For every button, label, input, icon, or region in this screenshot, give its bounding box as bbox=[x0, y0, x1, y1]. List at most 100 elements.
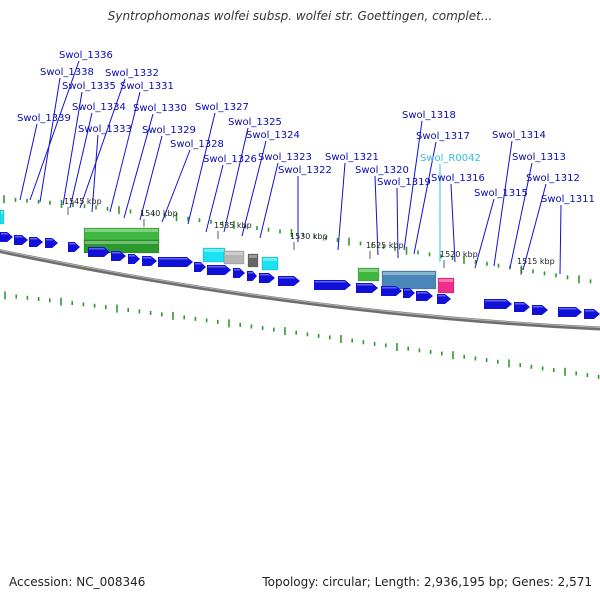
label-leader-line bbox=[396, 187, 399, 259]
gene-label: Swol_1331 bbox=[120, 81, 174, 92]
cds-arrow bbox=[381, 286, 402, 296]
cds-arrow bbox=[356, 283, 378, 293]
genome-backbone bbox=[0, 249, 600, 331]
position-label: 1540 kbp bbox=[140, 209, 178, 218]
cds-arrow bbox=[0, 232, 13, 242]
cds-arrow bbox=[532, 305, 548, 315]
cds-arrow bbox=[416, 291, 433, 301]
cds-arrow-highlight bbox=[485, 300, 507, 302]
feature-block-highlight bbox=[204, 249, 224, 252]
gene-label: Swol_1315 bbox=[474, 188, 528, 199]
cds-arrow-highlight bbox=[260, 274, 270, 276]
label-leader-line bbox=[39, 77, 61, 203]
cds-arrow bbox=[514, 302, 530, 312]
cds-arrow bbox=[68, 242, 80, 252]
cds-arrow-highlight bbox=[69, 243, 76, 245]
label-leader-line bbox=[474, 198, 495, 269]
gene-label: Swol_1311 bbox=[541, 194, 595, 205]
gene-label: Swol_1314 bbox=[492, 130, 546, 141]
gene-label: Swol_1319 bbox=[377, 177, 431, 188]
cds-arrow bbox=[437, 294, 451, 304]
position-label: 1520 kbp bbox=[440, 250, 478, 259]
gene-label: Swol_1336 bbox=[59, 50, 113, 61]
cds-arrow bbox=[158, 257, 193, 267]
cds-arrow bbox=[558, 307, 582, 317]
label-leader-line bbox=[374, 175, 379, 256]
feature-block-highlight bbox=[439, 279, 453, 282]
cds-arrow-highlight bbox=[195, 263, 202, 265]
gene-label: Swol_1334 bbox=[72, 102, 126, 113]
gene-label: Swol_1330 bbox=[133, 103, 187, 114]
gene-label: Swol_1312 bbox=[526, 173, 580, 184]
gene-label: Swol_1333 bbox=[78, 124, 132, 135]
cds-arrow-highlight bbox=[438, 295, 446, 297]
cds-arrow-highlight bbox=[159, 258, 188, 260]
label-leader-line bbox=[69, 112, 93, 209]
label-leader-line bbox=[403, 120, 423, 251]
cds-arrow-highlight bbox=[143, 257, 152, 259]
label-leader-line bbox=[413, 141, 437, 255]
cds-arrow-highlight bbox=[208, 266, 226, 268]
label-leader-line bbox=[109, 91, 141, 213]
gene-label: Swol_1323 bbox=[258, 152, 312, 163]
cds-arrow-highlight bbox=[585, 310, 595, 312]
position-label: 1515 kbp bbox=[517, 257, 555, 266]
label-leader-line bbox=[29, 60, 80, 201]
cds-arrow-highlight bbox=[46, 239, 54, 241]
label-leader-line bbox=[187, 112, 216, 225]
gene-label: Swol_1327 bbox=[195, 102, 249, 113]
cds-arrow bbox=[45, 238, 58, 248]
label-leader-line bbox=[223, 127, 249, 233]
cds-arrow bbox=[14, 235, 28, 245]
cds-arrow bbox=[484, 299, 512, 309]
cds-arrow-highlight bbox=[1, 233, 9, 235]
position-label: 1530 kbp bbox=[290, 232, 328, 241]
cds-arrow bbox=[88, 247, 110, 257]
gene-label: Swol_1328 bbox=[170, 139, 224, 150]
cds-arrow bbox=[29, 237, 43, 247]
cds-arrow bbox=[194, 262, 206, 272]
position-labels: 1545 kbp 1540 kbp 1535 kbp 1530 kbp 1525 kbp… bbox=[64, 197, 555, 275]
gene-label: Swol_R0042 bbox=[420, 153, 481, 164]
cds-arrow bbox=[259, 273, 275, 283]
cds-arrow-highlight bbox=[15, 236, 23, 238]
cds-arrow bbox=[111, 251, 126, 261]
label-leader-line bbox=[259, 162, 279, 239]
position-label: 1525 kbp bbox=[366, 241, 404, 250]
cds-arrow bbox=[584, 309, 600, 319]
gene-labels: Swol_1336 Swol_1338 Swol_1332 Swol_1335 Swol… bbox=[17, 50, 595, 205]
gene-label: Swol_1339 bbox=[17, 113, 71, 124]
cds-arrow bbox=[142, 256, 157, 266]
cds-arrow bbox=[403, 288, 415, 298]
label-leader-line bbox=[205, 164, 224, 233]
feature-block-highlight bbox=[383, 272, 435, 275]
label-leader-line bbox=[161, 149, 191, 223]
label-leader-line bbox=[450, 183, 456, 263]
label-leader-line bbox=[123, 113, 154, 219]
cds-arrow-highlight bbox=[112, 252, 121, 254]
label-leader-line bbox=[241, 140, 267, 237]
feature-block-highlight bbox=[359, 269, 378, 272]
map-title: Syntrophomonas wolfei subsp. wolfei str.… bbox=[107, 9, 493, 23]
gene-label: Swol_1321 bbox=[325, 152, 379, 163]
feature-block bbox=[357, 267, 380, 282]
gene-label: Swol_1317 bbox=[416, 131, 470, 142]
gene-label: Swol_1325 bbox=[228, 117, 282, 128]
feature-block-highlight bbox=[249, 255, 257, 258]
cds-arrow-highlight bbox=[30, 238, 38, 240]
feature-block-highlight bbox=[1, 211, 3, 214]
cds-arrow bbox=[247, 271, 257, 281]
feature-block-highlight bbox=[85, 229, 158, 232]
label-leader-line bbox=[19, 123, 38, 201]
label-leader-line bbox=[337, 162, 346, 251]
accession-text: Accession: NC_008346 bbox=[9, 575, 146, 589]
gene-label: Swol_1335 bbox=[62, 81, 116, 92]
inner-tick-ring bbox=[4, 291, 600, 379]
gene-label: Swol_1316 bbox=[431, 173, 485, 184]
gene-label: Swol_1326 bbox=[203, 154, 257, 165]
gene-label: Swol_1322 bbox=[278, 165, 332, 176]
genome-backbone-highlight bbox=[0, 249, 600, 329]
cds-arrow bbox=[207, 265, 231, 275]
cds-arrows bbox=[0, 232, 600, 319]
